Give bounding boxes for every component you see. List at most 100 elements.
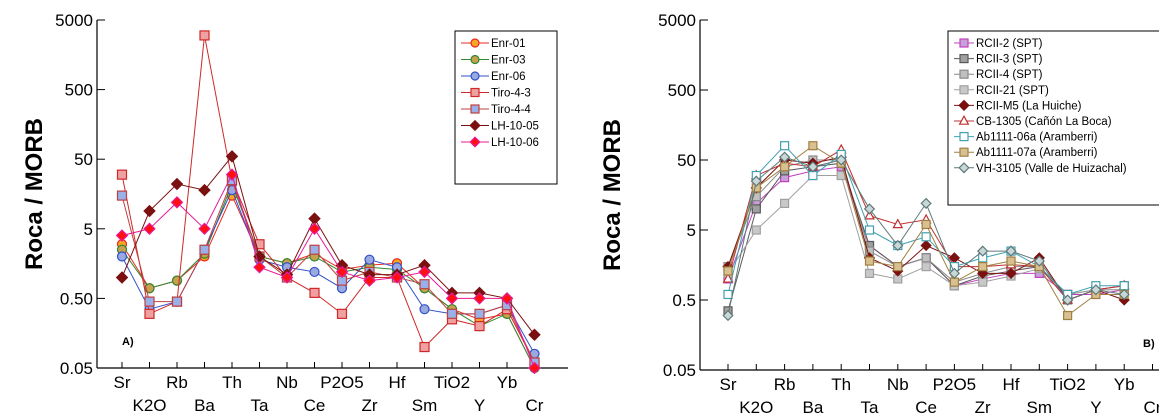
- data-point: [143, 222, 156, 236]
- data-point: [892, 218, 904, 229]
- data-point: [1061, 294, 1074, 306]
- series-enr-03: [116, 178, 540, 374]
- legend-label-lh-10-05: LH-10-05: [491, 121, 539, 133]
- x-tick-label-hf: Hf: [1003, 375, 1020, 394]
- data-point: [473, 292, 486, 305]
- data-point: [780, 162, 790, 172]
- data-point: [474, 308, 485, 319]
- data-point: [977, 267, 989, 280]
- x-tick-label-sm: Sm: [1027, 398, 1053, 417]
- data-point: [1119, 281, 1129, 291]
- data-point: [309, 287, 320, 298]
- legend-label-tiro-4-4: Tiro-4-4: [491, 104, 531, 116]
- series-vh-3105-valle-de-huizachal: [722, 151, 1130, 322]
- data-point: [170, 196, 184, 209]
- series-line-tiro-4-3: [121, 35, 535, 363]
- y-axis-title: Roca / MORB: [21, 118, 48, 270]
- x-tick-label-ba: Ba: [803, 398, 824, 417]
- legend-marker: [470, 54, 480, 65]
- data-point: [144, 308, 155, 319]
- data-point: [921, 253, 931, 263]
- data-point: [309, 244, 320, 255]
- data-point: [1006, 256, 1016, 266]
- data-point: [778, 151, 791, 163]
- legend-marker: [959, 53, 969, 64]
- data-point: [1118, 288, 1130, 301]
- data-point: [309, 266, 320, 278]
- x-tick-label-rb: Rb: [166, 373, 188, 392]
- x-tick-label-yb: Yb: [497, 373, 518, 392]
- legend-label-tiro-4-3: Tiro-4-3: [491, 88, 531, 100]
- data-point: [864, 209, 875, 220]
- data-point: [751, 204, 761, 214]
- data-point: [335, 265, 349, 279]
- data-point: [1005, 245, 1017, 257]
- data-point: [978, 277, 988, 287]
- data-point: [419, 341, 430, 353]
- x-tick-label-cr: Cr: [1144, 398, 1159, 417]
- data-point: [363, 274, 376, 287]
- data-point: [144, 296, 155, 307]
- legend-marker: [958, 99, 970, 112]
- x-tick-label-zr: Zr: [361, 396, 377, 415]
- series-line-lh-10-05: [121, 155, 535, 336]
- data-point: [948, 267, 961, 280]
- data-point: [920, 239, 932, 252]
- x-tick-label-yb: Yb: [1114, 375, 1135, 394]
- series-enr-06: [116, 184, 540, 359]
- data-point: [528, 328, 541, 342]
- x-tick-label-tio2: TiO2: [434, 373, 470, 392]
- data-point: [116, 190, 128, 201]
- data-point: [722, 309, 734, 322]
- data-point: [116, 169, 128, 180]
- x-tick-label-cr: Cr: [526, 396, 544, 415]
- data-point: [308, 222, 321, 236]
- x-tick-label-th: Th: [222, 373, 242, 392]
- legend-label-enr-06: Enr-06: [491, 71, 526, 83]
- data-point: [116, 251, 128, 262]
- data-point: [171, 275, 183, 286]
- legend: RCII-2 (SPT) RCII-3 (SPT) RCII-4 (SPT) RCII…: [947, 30, 1159, 206]
- data-point: [864, 268, 875, 278]
- data-point: [500, 292, 514, 305]
- series-line-lh-10-06: [121, 173, 535, 369]
- data-point: [445, 292, 459, 305]
- data-point: [1090, 284, 1102, 296]
- x-tick-label-nb: Nb: [276, 373, 298, 392]
- x-tick-label-ta: Ta: [861, 398, 880, 417]
- legend-label-rcii-2-spt: RCII-2 (SPT): [976, 38, 1043, 50]
- data-point: [280, 271, 294, 284]
- data-point: [419, 304, 430, 315]
- legend-marker: [959, 38, 969, 48]
- legend-label-enr-01: Enr-01: [491, 38, 526, 50]
- x-tick-label-rb: Rb: [774, 375, 796, 394]
- data-point: [364, 254, 375, 265]
- legend-label-lh-10-06: LH-10-06: [491, 137, 539, 149]
- data-point: [199, 244, 210, 255]
- legend-marker: [470, 87, 480, 98]
- legend-label-vh-3105-valle-de-huizachal: VH-3105 (Valle de Huizachal): [976, 163, 1127, 175]
- data-point: [1005, 267, 1017, 280]
- data-point: [446, 308, 458, 319]
- series-line-enr-06: [121, 188, 535, 355]
- x-tick-label-zr: Zr: [975, 398, 991, 417]
- y-tick-label: 5000: [55, 11, 93, 30]
- legend-label-ab1111-07a-aramberri: Ab1111-07a (Aramberri): [976, 147, 1098, 159]
- x-tick-label-nb: Nb: [887, 375, 909, 394]
- x-tick-label-sm: Sm: [412, 396, 438, 415]
- legend-marker: [959, 69, 969, 79]
- data-point: [419, 279, 430, 290]
- data-point: [115, 271, 129, 284]
- data-point: [528, 361, 541, 375]
- data-point: [722, 272, 734, 283]
- y-tick-label: 500: [65, 81, 93, 100]
- data-point: [864, 225, 875, 235]
- y-tick-label: 0.50: [60, 289, 93, 308]
- data-point: [835, 154, 847, 166]
- legend-marker: [470, 38, 480, 48]
- data-point: [143, 204, 156, 218]
- data-point: [171, 296, 183, 307]
- y-tick-label: 5: [84, 220, 93, 239]
- x-tick-label-y: Y: [1090, 398, 1101, 417]
- series-line-tiro-4-4: [121, 178, 535, 363]
